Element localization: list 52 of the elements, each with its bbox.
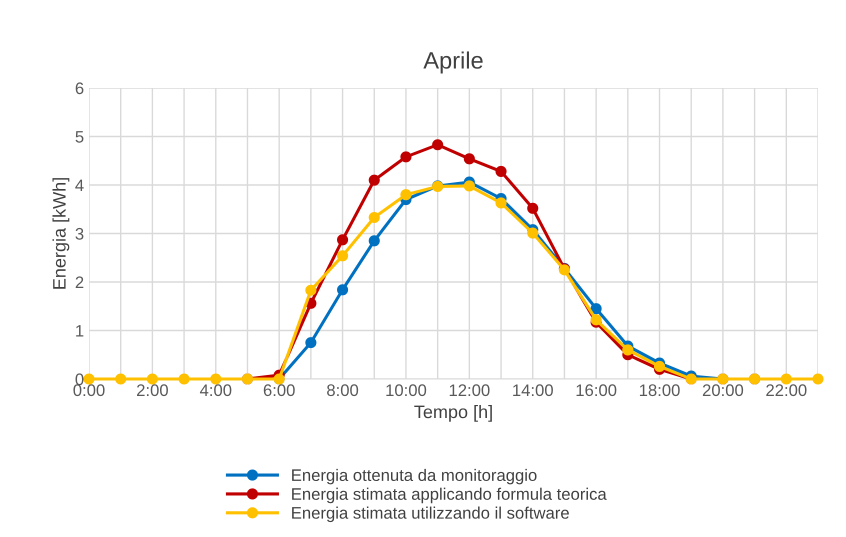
x-tick-label: 16:00 bbox=[576, 384, 616, 396]
y-tick-label: 0 bbox=[76, 373, 84, 386]
legend-label: Energia ottenuta da monitoraggio bbox=[292, 468, 537, 484]
point bbox=[464, 180, 475, 192]
point bbox=[400, 151, 412, 162]
point bbox=[146, 373, 158, 385]
point bbox=[400, 189, 412, 200]
point bbox=[495, 197, 507, 208]
point bbox=[368, 212, 380, 224]
point bbox=[210, 373, 222, 385]
point bbox=[527, 202, 538, 214]
y-tick-label: 5 bbox=[76, 131, 84, 143]
x-axis-title: Tempo [h] bbox=[414, 404, 492, 422]
x-tick-label: 2:00 bbox=[137, 384, 168, 396]
x-tick-label: 4:00 bbox=[200, 384, 232, 396]
point bbox=[812, 373, 824, 385]
point bbox=[464, 153, 475, 164]
point bbox=[495, 166, 507, 177]
y-tick-label: 3 bbox=[76, 228, 84, 240]
point bbox=[622, 344, 634, 356]
point bbox=[590, 303, 602, 314]
legend-label: Energia stimata utilizzando il software bbox=[292, 506, 569, 522]
chart-title: Aprile bbox=[423, 51, 483, 74]
x-tick-label: 10:00 bbox=[386, 384, 426, 396]
point bbox=[115, 373, 126, 385]
y-tick-label: 1 bbox=[76, 325, 84, 337]
point bbox=[337, 250, 348, 262]
legend-label: Energia stimata applicando formula teorica bbox=[292, 488, 607, 504]
point bbox=[368, 174, 380, 186]
y-tick-label: 2 bbox=[76, 276, 84, 288]
point bbox=[178, 373, 190, 385]
x-tick-label: 8:00 bbox=[327, 384, 358, 396]
x-tick-label: 22:00 bbox=[766, 384, 807, 396]
point bbox=[305, 337, 316, 348]
point bbox=[305, 284, 316, 296]
point bbox=[337, 284, 348, 296]
point bbox=[654, 360, 666, 372]
x-tick-label: 20:00 bbox=[702, 384, 744, 396]
point bbox=[432, 139, 444, 150]
point bbox=[337, 234, 348, 246]
x-tick-label: 12:00 bbox=[450, 384, 490, 396]
x-tick-label: 6:00 bbox=[264, 384, 295, 396]
point bbox=[590, 314, 602, 326]
point bbox=[527, 227, 538, 239]
y-axis-title: Energia [kWh] bbox=[52, 178, 70, 289]
x-tick-label: 18:00 bbox=[640, 384, 680, 396]
y-tick-label: 6 bbox=[76, 82, 84, 94]
y-tick-label: 4 bbox=[75, 180, 84, 192]
x-tick-label: 0:00 bbox=[73, 384, 105, 396]
point bbox=[368, 235, 380, 246]
x-tick-label: 14:00 bbox=[513, 384, 553, 396]
point bbox=[780, 373, 792, 385]
